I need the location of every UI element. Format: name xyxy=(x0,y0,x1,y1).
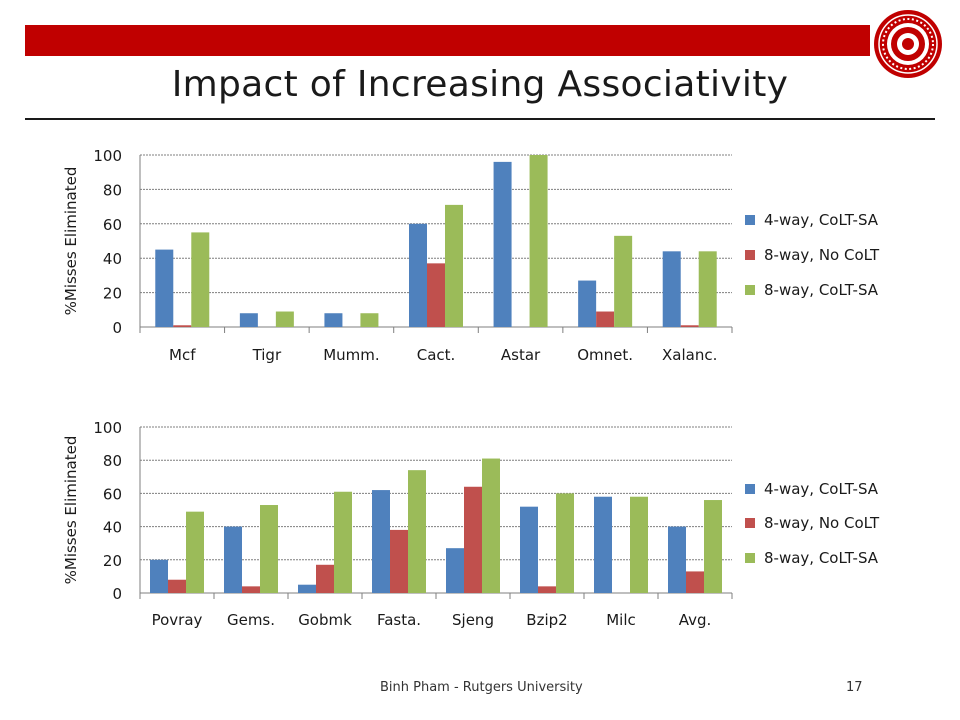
bar-1 xyxy=(446,548,464,593)
legend-label: 4-way, CoLT-SA xyxy=(764,211,879,229)
x-tick-label: Milc xyxy=(606,611,636,629)
title-divider xyxy=(25,118,935,120)
bar-3 xyxy=(275,311,294,327)
bar-1 xyxy=(668,526,686,593)
bar-3 xyxy=(614,235,633,327)
y-tick-label: 60 xyxy=(103,485,122,503)
bar-3 xyxy=(445,204,463,327)
y-tick-label: 0 xyxy=(112,319,122,337)
bar-1 xyxy=(578,280,597,327)
bar-3 xyxy=(529,155,548,327)
bar-1 xyxy=(298,584,316,593)
legend-swatch-1 xyxy=(745,484,755,494)
x-tick-label: Omnet. xyxy=(577,346,633,364)
y-tick-label: 100 xyxy=(93,147,122,165)
bar-3 xyxy=(698,251,717,327)
bar-2 xyxy=(464,486,482,593)
legend-swatch-1 xyxy=(745,215,755,225)
bar-1 xyxy=(224,526,242,593)
bar-3 xyxy=(408,470,426,593)
bar-1 xyxy=(239,313,258,327)
bar-2 xyxy=(680,325,699,327)
y-tick-label: 100 xyxy=(93,419,122,437)
x-tick-label: Sjeng xyxy=(452,611,494,629)
y-tick-label: 20 xyxy=(103,285,122,303)
x-tick-label: Xalanc. xyxy=(662,346,717,364)
x-tick-label: Mumm. xyxy=(323,346,379,364)
bar-1 xyxy=(372,490,390,593)
legend-label: 8-way, CoLT-SA xyxy=(764,281,879,299)
rutgers-seal-icon xyxy=(874,10,942,78)
header-banner xyxy=(25,25,870,56)
bar-1 xyxy=(520,506,538,593)
x-tick-label: Mcf xyxy=(169,346,196,364)
bar-3 xyxy=(556,493,574,593)
bar-3 xyxy=(334,491,352,593)
legend-label: 8-way, CoLT-SA xyxy=(764,549,879,567)
y-axis-label: %Misses Eliminated xyxy=(62,436,80,585)
y-tick-label: 40 xyxy=(103,519,122,537)
legend-swatch-3 xyxy=(745,553,755,563)
bar-2 xyxy=(686,571,704,593)
bar-2 xyxy=(316,564,334,593)
bar-3 xyxy=(191,232,210,327)
x-tick-label: Bzip2 xyxy=(526,611,567,629)
legend-label: 4-way, CoLT-SA xyxy=(764,480,879,498)
bar-3 xyxy=(630,496,648,593)
bar-chart-bottom: 0 20 40 60 80 100 Povray Gems. Gobmk Fasta. Sjeng B… xyxy=(62,419,880,629)
bar-1 xyxy=(493,161,512,327)
y-tick-label: 60 xyxy=(103,216,122,234)
bar-2 xyxy=(242,586,260,593)
x-tick-label: Tigr xyxy=(252,346,282,364)
legend-swatch-3 xyxy=(745,285,755,295)
y-axis-label: %Misses Eliminated xyxy=(62,167,80,316)
bar-3 xyxy=(360,313,379,327)
y-tick-label: 40 xyxy=(103,250,122,268)
x-tick-label: Cact. xyxy=(417,346,456,364)
bar-chart-top: 0 20 40 60 80 100 Mcf Tigr Mumm. Cact. Astar Omnet.… xyxy=(62,147,880,364)
y-tick-label: 0 xyxy=(112,585,122,603)
legend-swatch-2 xyxy=(745,518,755,528)
slide-title: Impact of Increasing Associativity xyxy=(171,64,789,105)
x-tick-label: Gems. xyxy=(227,611,275,629)
bar-2 xyxy=(427,263,445,327)
bar-3 xyxy=(186,511,204,593)
legend-label: 8-way, No CoLT xyxy=(764,246,880,264)
footer-text: Binh Pham - Rutgers University xyxy=(380,680,583,695)
x-tick-label: Gobmk xyxy=(298,611,352,629)
bar-3 xyxy=(260,505,278,593)
x-tick-label: Astar xyxy=(501,346,541,364)
bar-1 xyxy=(662,251,681,327)
bar-1 xyxy=(594,496,612,593)
bar-2 xyxy=(538,586,556,593)
bar-1 xyxy=(155,249,174,327)
bar-3 xyxy=(704,500,722,593)
y-tick-label: 20 xyxy=(103,552,122,570)
bar-1 xyxy=(409,223,427,327)
y-tick-label: 80 xyxy=(103,181,122,199)
x-tick-label: Fasta. xyxy=(377,611,421,629)
bar-1 xyxy=(150,559,168,593)
bar-2 xyxy=(596,311,615,327)
legend-swatch-2 xyxy=(745,250,755,260)
x-tick-label: Povray xyxy=(152,611,203,629)
bar-1 xyxy=(324,313,343,327)
page-number: 17 xyxy=(846,680,863,695)
x-tick-label: Avg. xyxy=(679,611,712,629)
bar-2 xyxy=(390,529,408,593)
bar-2 xyxy=(168,579,186,593)
y-tick-label: 80 xyxy=(103,452,122,470)
bar-2 xyxy=(173,325,192,327)
legend-label: 8-way, No CoLT xyxy=(764,514,880,532)
bar-3 xyxy=(482,458,500,593)
